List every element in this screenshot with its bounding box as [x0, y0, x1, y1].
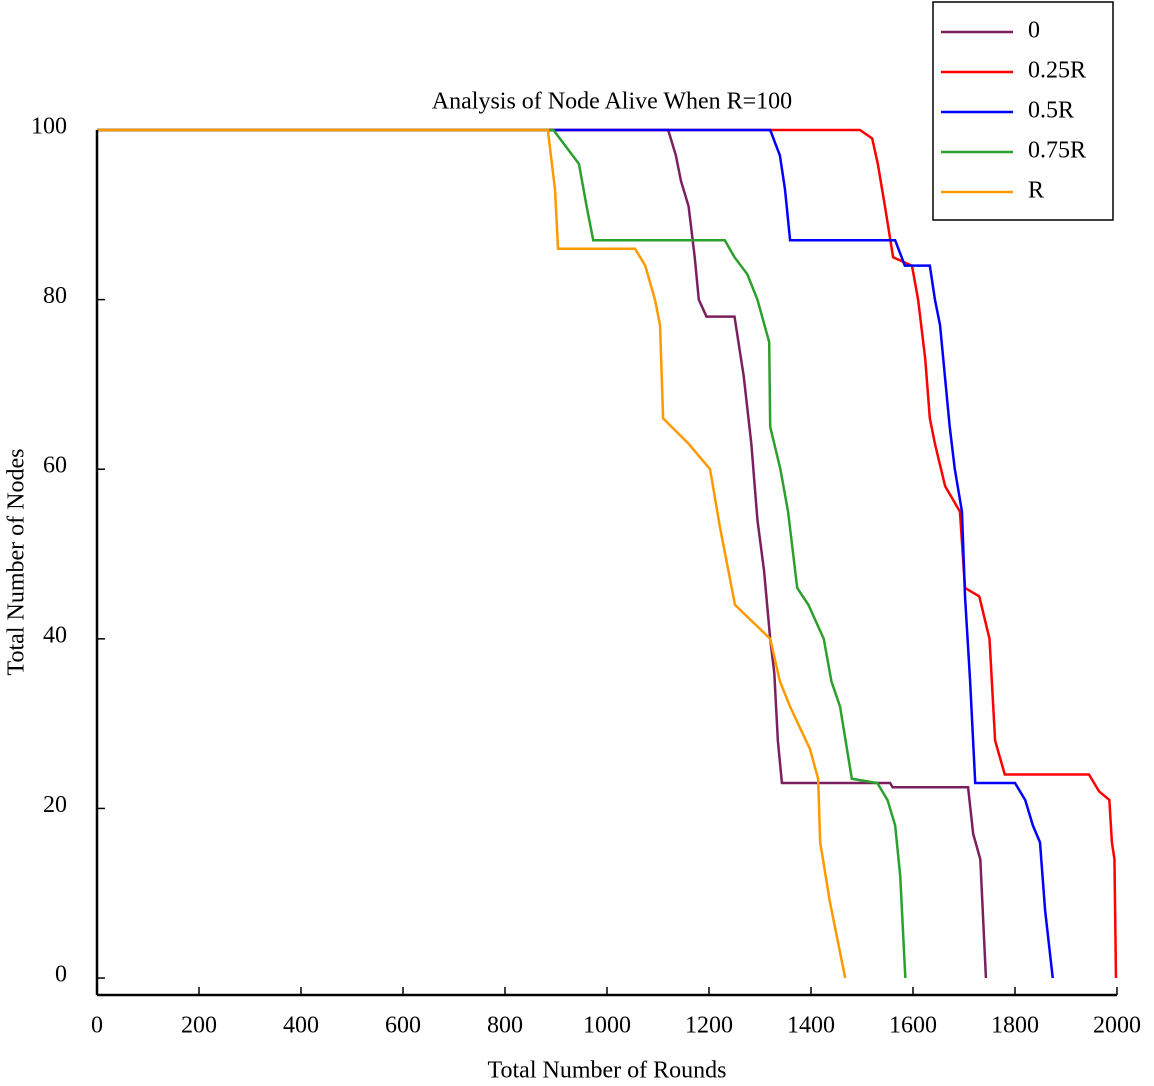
series-line	[97, 128, 988, 979]
x-tick-label: 0	[91, 1013, 103, 1039]
series-line	[97, 128, 1054, 979]
x-tick-label: 2000	[1093, 1013, 1141, 1039]
series-line	[97, 128, 907, 979]
chart-title: Analysis of Node Alive When R=100	[432, 89, 792, 115]
x-tick-label: 1600	[889, 1013, 937, 1039]
legend-label: 0.25R	[1028, 58, 1086, 84]
y-tick-label: 0	[55, 962, 67, 988]
legend-label: R	[1028, 178, 1044, 204]
x-tick-label: 600	[385, 1013, 421, 1039]
x-tick-label: 800	[487, 1013, 523, 1039]
legend-label: 0.5R	[1028, 98, 1074, 124]
x-tick-label: 1400	[787, 1013, 835, 1039]
y-tick-label: 100	[31, 114, 67, 140]
x-tick-label: 1800	[991, 1013, 1039, 1039]
series-line	[97, 128, 847, 979]
legend-label: 0.75R	[1028, 138, 1086, 164]
x-tick-label: 1200	[685, 1013, 733, 1039]
series-line	[97, 128, 1118, 979]
y-tick-label: 20	[43, 792, 67, 818]
x-axis-label: Total Number of Rounds	[488, 1058, 727, 1084]
y-tick-label: 60	[43, 453, 67, 479]
y-tick-label: 40	[43, 622, 67, 648]
y-axis-label: Total Number of Nodes	[4, 449, 30, 676]
x-tick-label: 200	[181, 1013, 217, 1039]
x-tick-label: 400	[283, 1013, 319, 1039]
x-tick-label: 1000	[583, 1013, 631, 1039]
y-tick-label: 80	[43, 283, 67, 309]
legend-label: 0	[1028, 18, 1040, 44]
